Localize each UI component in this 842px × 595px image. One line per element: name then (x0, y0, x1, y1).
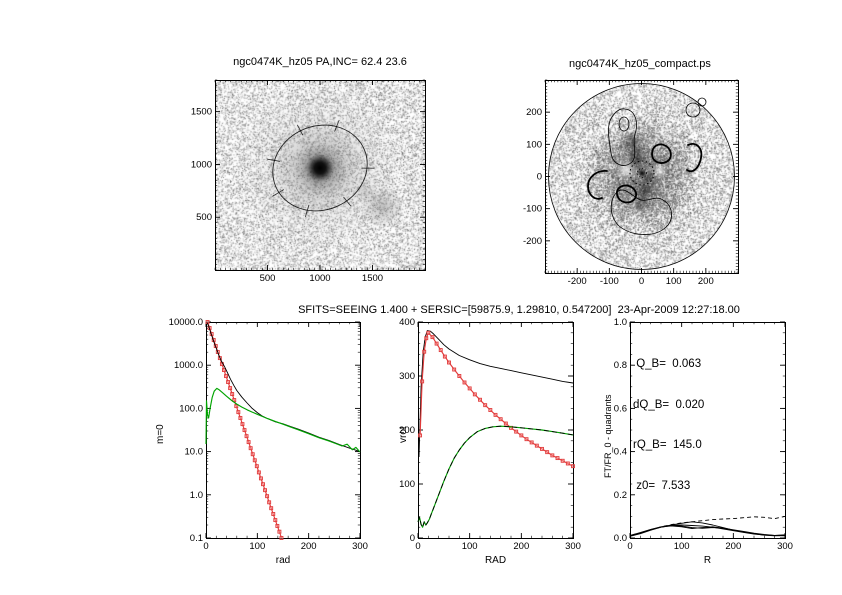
svg-text:10000.0: 10000.0 (169, 317, 203, 328)
svg-text:-100: -100 (523, 204, 542, 215)
residual-image-canvas (545, 80, 738, 273)
svg-text:100: 100 (249, 541, 265, 552)
svg-text:200: 200 (725, 541, 741, 552)
svg-text:1.0: 1.0 (190, 490, 203, 501)
svg-text:-100: -100 (600, 276, 619, 287)
svg-text:500: 500 (260, 273, 276, 284)
svg-text:300: 300 (777, 541, 793, 552)
svg-text:100: 100 (462, 541, 478, 552)
svg-text:0: 0 (627, 541, 632, 552)
svg-text:200: 200 (399, 425, 415, 436)
svg-text:0.2: 0.2 (614, 490, 627, 501)
galaxy-image-canvas (215, 80, 425, 270)
svg-text:1000: 1000 (191, 159, 212, 170)
svg-text:1.0: 1.0 (614, 317, 627, 328)
svg-text:-200: -200 (568, 276, 587, 287)
svg-text:500: 500 (196, 212, 212, 223)
ylabel-m0: m=0 (155, 424, 166, 444)
svg-text:200: 200 (698, 276, 714, 287)
svg-text:0.0: 0.0 (614, 533, 627, 544)
svg-text:100: 100 (674, 541, 690, 552)
svg-text:300: 300 (352, 541, 368, 552)
svg-text:100.0: 100.0 (179, 403, 203, 414)
fit-summary-title: SFITS=SEEING 1.400 + SERSIC=[59875.9, 1.… (298, 304, 740, 316)
xlabel-rad: rad (275, 555, 291, 566)
svg-text:0.4: 0.4 (614, 447, 627, 458)
galaxy-panel-title: ngc0474K_hz05 PA,INC= 62.4 23.6 (233, 56, 407, 68)
svg-text:300: 300 (565, 541, 581, 552)
fit-param-qb: Q_B= 0.063 (633, 358, 702, 370)
residual-panel-title: ngc0474K_hz05_compact.ps (569, 58, 711, 70)
svg-text:200: 200 (513, 541, 529, 552)
svg-text:100: 100 (526, 139, 542, 150)
xlabel-RAD: RAD (484, 555, 507, 566)
ylabel-fourier-quadrants: FT/FR_0 - quadrants (603, 394, 613, 478)
svg-text:-200: -200 (523, 236, 542, 247)
svg-text:0: 0 (203, 541, 208, 552)
svg-text:0: 0 (415, 541, 420, 552)
svg-text:0: 0 (639, 276, 644, 287)
svg-text:0: 0 (410, 533, 415, 544)
svg-text:100: 100 (399, 479, 415, 490)
svg-text:1000: 1000 (309, 273, 330, 284)
svg-text:200: 200 (301, 541, 317, 552)
svg-text:200: 200 (526, 107, 542, 118)
fit-param-z0: z0= 7.533 (633, 479, 691, 492)
svg-text:0.1: 0.1 (190, 533, 203, 544)
xlabel-R: R (703, 555, 712, 566)
svg-text:1500: 1500 (362, 273, 383, 284)
svg-text:300: 300 (399, 371, 415, 382)
fit-param-dqb: dQ_B= 0.020 (633, 398, 705, 411)
svg-text:0.6: 0.6 (614, 403, 627, 414)
svg-text:0: 0 (537, 172, 542, 183)
svg-text:400: 400 (399, 317, 415, 328)
svg-text:1500: 1500 (191, 107, 212, 118)
svg-text:0.8: 0.8 (614, 360, 627, 371)
svg-text:10.0: 10.0 (185, 447, 204, 458)
svg-text:1000.0: 1000.0 (174, 360, 203, 371)
ylabel-vrot: vrot (398, 426, 409, 443)
fit-param-rqb: rQ_B= 145.0 (633, 439, 702, 451)
svg-text:100: 100 (666, 276, 682, 287)
fit-parameters-block: Q_B= 0.063 dQ_B= 0.020 rQ_B= 145.0 z0= 7… (633, 331, 704, 520)
